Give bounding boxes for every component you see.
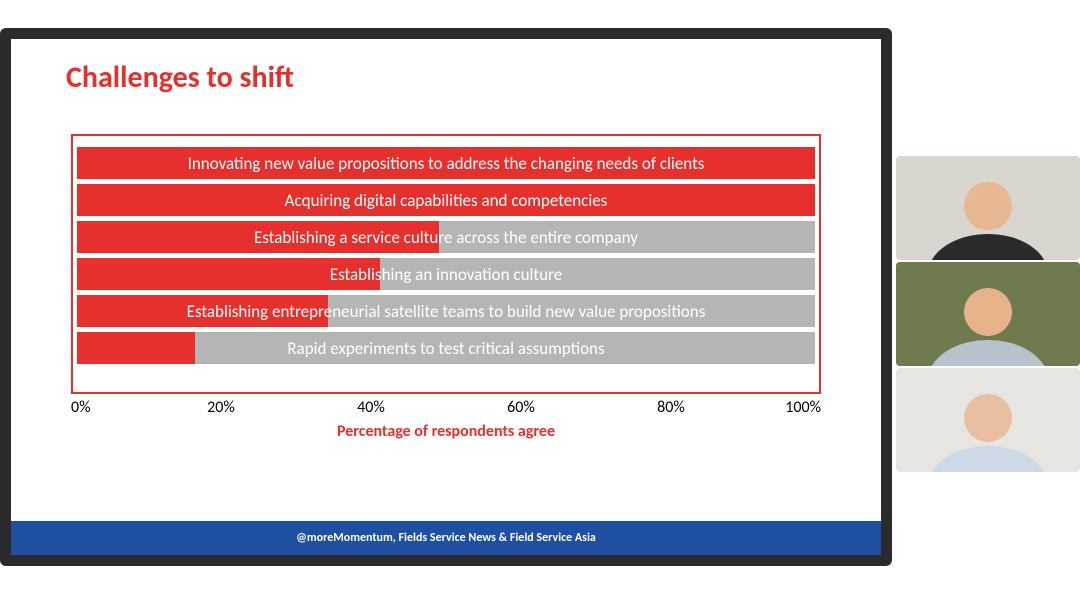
x-tick: 100%: [785, 398, 821, 417]
x-tick: 40%: [357, 398, 385, 417]
bar-label: Acquiring digital capabilities and compe…: [77, 184, 815, 216]
x-tick: 60%: [507, 398, 535, 417]
x-tick: 80%: [657, 398, 685, 417]
webcam-avatar-icon: [896, 156, 1080, 260]
webcam-tile: [896, 262, 1080, 366]
bar-row: Acquiring digital capabilities and compe…: [77, 184, 815, 216]
bar-label: Establishing an innovation culture: [77, 258, 815, 290]
presentation-frame: Challenges to shift Innovating new value…: [0, 28, 892, 566]
chart: Innovating new value propositions to add…: [51, 134, 841, 467]
webcam-tile: [896, 368, 1080, 472]
screenshot-stage: Challenges to shift Innovating new value…: [0, 0, 1080, 607]
bar-label: Establishing entrepreneurial satellite t…: [77, 295, 815, 327]
bar-row: Establishing an innovation culture: [77, 258, 815, 290]
slide-footer-text: @moreMomentum, Fields Service News & Fie…: [296, 531, 596, 545]
chart-x-ticks: 0% 20% 40% 60% 80% 100%: [71, 394, 821, 420]
x-tick: 0%: [71, 398, 91, 417]
bar-row: Innovating new value propositions to add…: [77, 147, 815, 179]
x-tick: 20%: [207, 398, 235, 417]
bar-label: Rapid experiments to test critical assum…: [77, 332, 815, 364]
slide-title: Challenges to shift: [66, 59, 294, 96]
slide-footer: @moreMomentum, Fields Service News & Fie…: [11, 521, 881, 555]
webcam-avatar-icon: [896, 262, 1080, 366]
bar-row: Establishing a service culture across th…: [77, 221, 815, 253]
bar-row: Establishing entrepreneurial satellite t…: [77, 295, 815, 327]
bar-label: Establishing a service culture across th…: [77, 221, 815, 253]
bar-label: Innovating new value propositions to add…: [77, 147, 815, 179]
webcam-column: [896, 156, 1080, 474]
chart-plot-area: Innovating new value propositions to add…: [71, 134, 821, 394]
slide: Challenges to shift Innovating new value…: [11, 39, 881, 555]
webcam-avatar-icon: [896, 368, 1080, 472]
webcam-tile: [896, 156, 1080, 260]
bar-row: Rapid experiments to test critical assum…: [77, 332, 815, 364]
chart-x-axis-title: Percentage of respondents agree: [51, 422, 841, 441]
